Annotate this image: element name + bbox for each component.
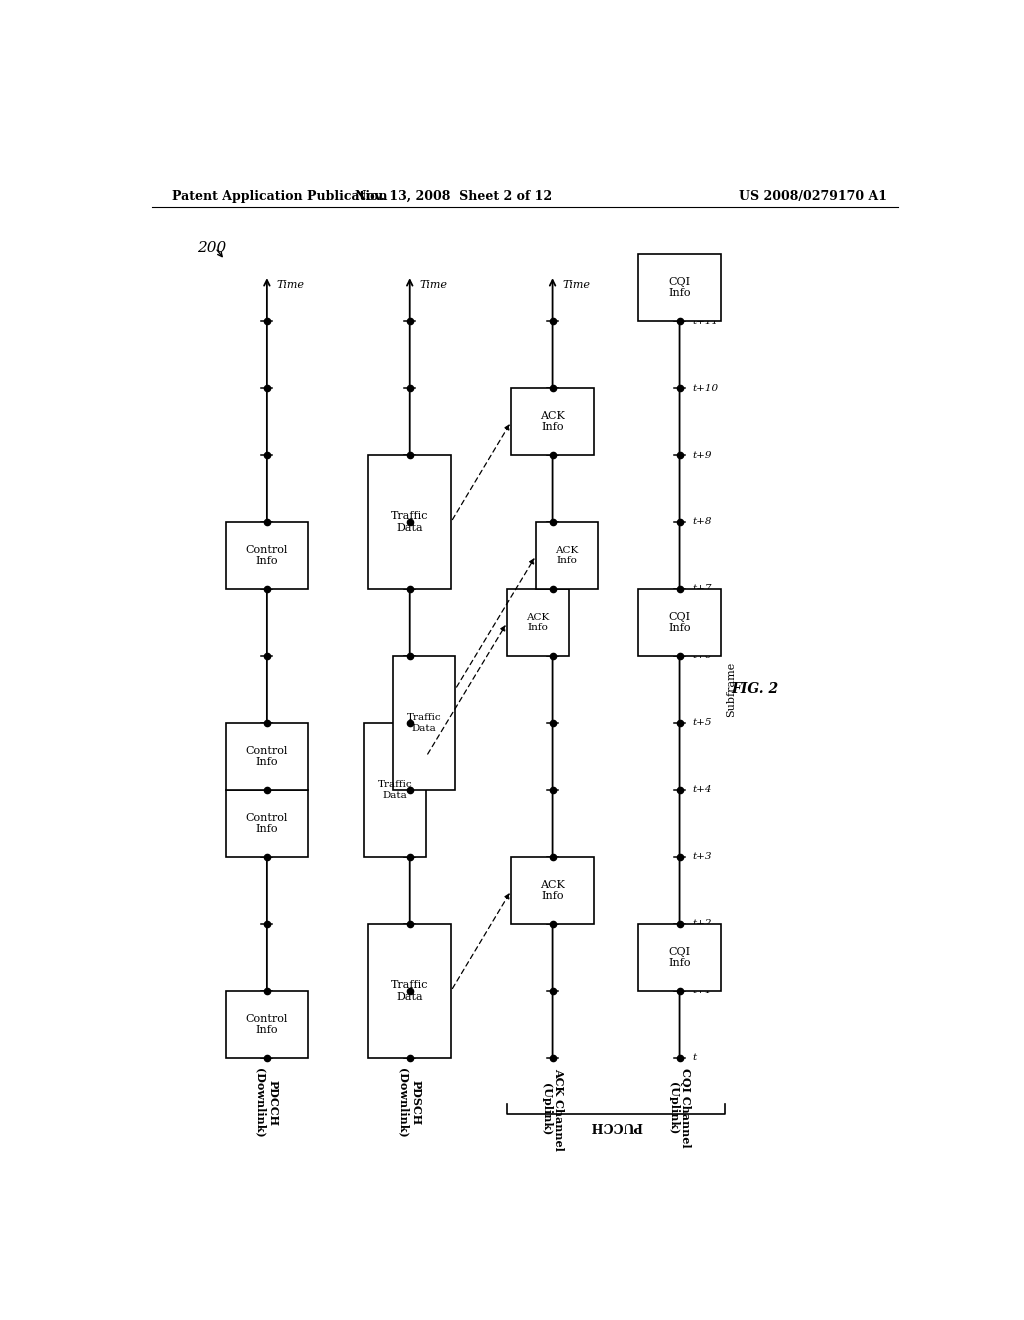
Text: t+11: t+11	[692, 317, 719, 326]
Text: Subframe: Subframe	[726, 661, 736, 717]
Text: Control
Info: Control Info	[246, 746, 288, 767]
Text: t+9: t+9	[692, 450, 712, 459]
Bar	[638, 589, 721, 656]
Text: CQI
Info: CQI Info	[669, 277, 691, 298]
Bar	[393, 656, 455, 789]
Text: t+8: t+8	[692, 517, 712, 527]
Text: US 2008/0279170 A1: US 2008/0279170 A1	[739, 190, 887, 202]
Bar	[507, 589, 569, 656]
Text: t+1: t+1	[692, 986, 712, 995]
Bar	[638, 253, 721, 321]
Text: Nov. 13, 2008  Sheet 2 of 12: Nov. 13, 2008 Sheet 2 of 12	[354, 190, 552, 202]
Text: t: t	[692, 1053, 696, 1063]
Bar	[537, 521, 598, 589]
Text: ACK
Info: ACK Info	[555, 545, 579, 565]
Bar	[225, 521, 308, 589]
Text: t+5: t+5	[692, 718, 712, 727]
Text: Time: Time	[419, 280, 447, 290]
Text: Control
Info: Control Info	[246, 1014, 288, 1035]
Text: PDSCH
(Downlink): PDSCH (Downlink)	[398, 1068, 422, 1138]
Text: ACK Channel
(Uplink): ACK Channel (Uplink)	[541, 1068, 564, 1151]
Text: Patent Application Publication: Patent Application Publication	[172, 190, 387, 202]
Text: 200: 200	[197, 240, 226, 255]
Text: Time: Time	[689, 280, 717, 290]
Text: PDCCH
(Downlink): PDCCH (Downlink)	[255, 1068, 279, 1138]
Text: CQI
Info: CQI Info	[669, 611, 691, 634]
Bar	[511, 388, 594, 455]
Text: ACK
Info: ACK Info	[526, 612, 550, 632]
Text: Traffic
Data: Traffic Data	[391, 981, 428, 1002]
Text: Control
Info: Control Info	[246, 545, 288, 566]
Text: Control
Info: Control Info	[246, 813, 288, 834]
Text: t+6: t+6	[692, 652, 712, 660]
Text: Traffic
Data: Traffic Data	[391, 511, 428, 533]
Bar	[225, 991, 308, 1057]
Text: Traffic
Data: Traffic Data	[407, 713, 441, 733]
Text: t+2: t+2	[692, 920, 712, 928]
Bar	[225, 723, 308, 789]
Text: t+10: t+10	[692, 384, 719, 392]
Bar	[638, 924, 721, 991]
Text: CQI
Info: CQI Info	[669, 946, 691, 969]
Text: t+3: t+3	[692, 853, 712, 862]
Text: FIG. 2: FIG. 2	[731, 682, 778, 696]
Bar	[225, 789, 308, 857]
Bar	[365, 723, 426, 857]
Text: t+4: t+4	[692, 785, 712, 795]
Text: Time: Time	[276, 280, 304, 290]
Text: ACK
Info: ACK Info	[540, 411, 565, 433]
Text: Time: Time	[562, 280, 590, 290]
Bar	[369, 455, 451, 589]
Bar	[369, 924, 451, 1057]
Text: ACK
Info: ACK Info	[540, 879, 565, 902]
Bar	[511, 857, 594, 924]
Text: Traffic
Data: Traffic Data	[378, 780, 413, 800]
Text: CQI Channel
(Uplink): CQI Channel (Uplink)	[668, 1068, 691, 1147]
Text: t+7: t+7	[692, 585, 712, 594]
Text: PUCCH: PUCCH	[590, 1119, 642, 1131]
